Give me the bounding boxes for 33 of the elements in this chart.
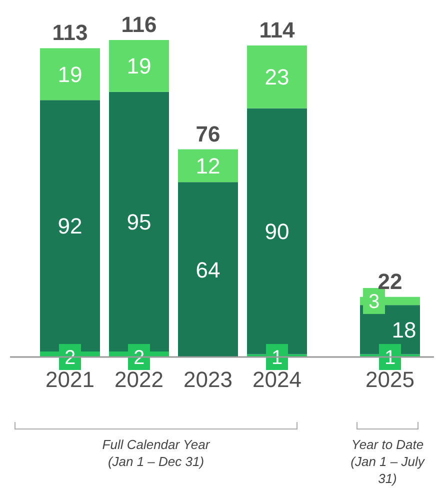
text: Full Calendar Year (Jan 1 – Dec 31) [102,437,210,469]
x-tick-label: 2023 [184,367,232,392]
data-label: 90 [264,218,290,244]
bar [109,92,169,352]
total-label: 113 [52,20,88,46]
data-label: 1 [271,347,283,369]
total-label: 76 [196,121,220,146]
data-label: 3 [368,290,380,313]
data-label: 92 [58,214,82,239]
data-label: 2 [64,347,76,369]
total-label: 116 [121,12,157,37]
bar [40,100,100,352]
bar [178,149,238,182]
x-tick-label: 2025 [366,367,414,392]
data-label: 12 [196,153,220,178]
total-label: 22 [378,268,402,294]
data-label: 2 [133,347,145,369]
data-label: 95 [126,209,152,234]
x-tick-label: 2024 [252,367,302,392]
data-label: 19 [126,54,152,79]
data-label: 23 [264,64,290,90]
x-tick-label: 2022 [114,367,164,392]
data-label: 19 [58,62,82,87]
bar [109,40,169,92]
data-label: 64 [196,257,220,282]
bar [178,182,238,357]
data-label: 1 [384,347,396,369]
bar [40,48,100,100]
total-label: 114 [259,17,296,42]
bar [247,45,307,108]
x-tick-label: 2021 [46,367,94,392]
text: Year to Date (Jan 1 – July 31) [350,437,426,486]
data-label: 18 [392,317,416,342]
